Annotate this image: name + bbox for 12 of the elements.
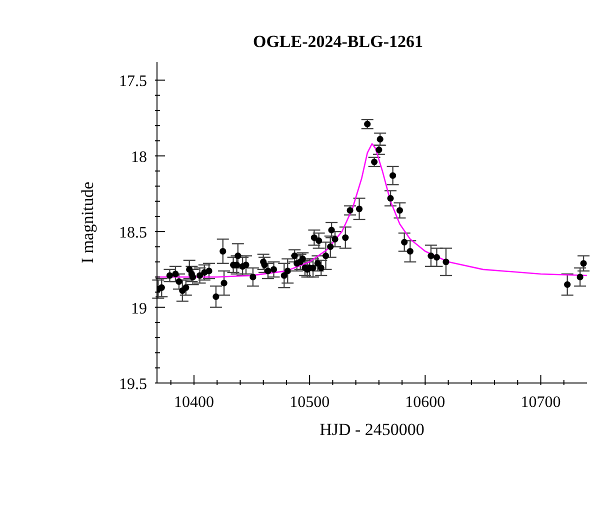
- x-axis-title: HJD - 2450000: [320, 420, 424, 439]
- x-tick-label: 10500: [290, 394, 330, 411]
- x-tick-label: 10400: [174, 394, 214, 411]
- y-tick-label: 18: [131, 148, 147, 166]
- y-tick-label: 17.5: [119, 73, 147, 90]
- x-tick-label: 10700: [520, 394, 561, 411]
- y-tick-label: 18.5: [119, 224, 147, 242]
- x-tick-label: 10600: [405, 394, 446, 411]
- y-tick-label: 19: [131, 300, 147, 318]
- chart-title: OGLE-2024-BLG-1261: [252, 32, 424, 52]
- y-axis-title: I magnitude: [78, 182, 98, 264]
- y-tick-label: 19.5: [119, 376, 147, 393]
